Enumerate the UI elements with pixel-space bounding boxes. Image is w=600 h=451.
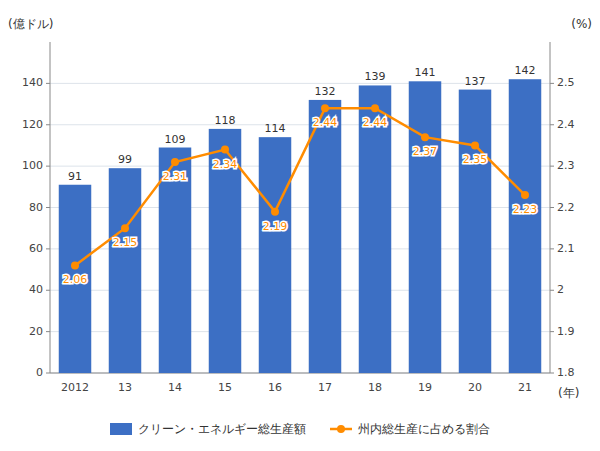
y2-tick <box>550 290 554 291</box>
y-tick-label: 120 <box>22 118 43 131</box>
bar <box>309 100 342 373</box>
x-tick-label: 18 <box>368 381 382 394</box>
x-axis-label: (年) <box>558 386 579 400</box>
line-label: 2.37 <box>413 145 438 158</box>
bar <box>209 129 242 373</box>
y-tick <box>46 331 50 332</box>
y2-tick-label: 2.5 <box>557 76 575 89</box>
grid <box>50 83 550 373</box>
y2-tick <box>550 331 554 332</box>
line-label: 2.19 <box>263 220 288 233</box>
plot-area <box>59 79 542 373</box>
y-tick <box>46 373 50 374</box>
legend-item: クリーン・エネルギー総生産額 <box>110 422 306 436</box>
y-tick-label: 20 <box>29 325 43 338</box>
line-point <box>171 158 179 166</box>
x-tick-label: 13 <box>118 381 132 394</box>
bar-label: 141 <box>415 66 436 79</box>
bar-label: 118 <box>215 114 236 127</box>
line-point <box>121 224 129 232</box>
bar-label: 99 <box>118 153 132 166</box>
legend-marker <box>337 425 345 433</box>
y-tick <box>46 207 50 208</box>
bar-label: 137 <box>465 75 486 88</box>
line-point <box>321 104 329 112</box>
line-label: 2.31 <box>163 170 188 183</box>
y2-tick-label: 1.8 <box>557 366 575 379</box>
line <box>75 108 525 265</box>
line-point <box>271 208 279 216</box>
y2-tick-label: 2.4 <box>557 118 575 131</box>
x-tick-label: 15 <box>218 381 232 394</box>
y2-tick <box>550 124 554 125</box>
x-tick-label: 19 <box>418 381 432 394</box>
y2-tick <box>550 83 554 84</box>
x-tick-label: 16 <box>268 381 282 394</box>
line-point <box>471 141 479 149</box>
y2-tick <box>550 166 554 167</box>
legend-swatch <box>110 423 132 435</box>
bar <box>459 90 492 373</box>
bar-label: 142 <box>515 64 536 77</box>
x-tick-label: 14 <box>168 381 182 394</box>
y-tick <box>46 290 50 291</box>
line-label: 2.06 <box>63 273 88 286</box>
y2-tick <box>550 207 554 208</box>
y-tick <box>46 83 50 84</box>
y2-axis-label: (%) <box>571 17 592 31</box>
bar <box>109 168 142 373</box>
y2-tick-label: 2.3 <box>557 159 575 172</box>
y-tick-label: 0 <box>36 366 43 379</box>
data-labels: 91 99 109 118 114 132 139 141 137 142 2.06 2.15 2.31… <box>63 64 538 286</box>
legend-item: 州内総生産に占める割合 <box>330 422 490 436</box>
line-label: 2.35 <box>463 153 488 166</box>
line-label: 2.44 <box>313 116 338 129</box>
legend: クリーン・エネルギー総生産額 州内総生産に占める割合 <box>110 422 490 436</box>
line-label: 2.44 <box>363 116 388 129</box>
legend-label: 州内総生産に占める割合 <box>358 422 490 436</box>
x-tick-label: 20 <box>468 381 482 394</box>
y-tick-label: 60 <box>29 242 43 255</box>
x-tick-label: 21 <box>518 381 532 394</box>
bar-label: 139 <box>365 70 386 83</box>
y-tick-label: 100 <box>22 159 43 172</box>
y-tick-label: 140 <box>22 76 43 89</box>
y2-tick-label: 2 <box>557 283 564 296</box>
bar-label: 91 <box>68 170 82 183</box>
y-tick <box>46 166 50 167</box>
bar <box>359 85 392 373</box>
line-point <box>421 133 429 141</box>
bar-label: 132 <box>315 85 336 98</box>
legend-label: クリーン・エネルギー総生産額 <box>138 422 306 436</box>
y-tick <box>46 248 50 249</box>
line-label: 2.23 <box>513 203 538 216</box>
bar <box>409 81 442 373</box>
y2-tick-label: 2.1 <box>557 242 575 255</box>
line-point <box>371 104 379 112</box>
line-label: 2.34 <box>213 158 238 171</box>
bar <box>159 148 192 373</box>
bar-label: 109 <box>165 133 186 146</box>
chart: 0 20 40 60 80 100 120 140 1.8 1.9 2 2.1 2.2 2.3 2.4 2.5… <box>0 0 600 451</box>
y-axis-label: (億ドル) <box>8 17 53 31</box>
line-point <box>521 191 529 199</box>
y-tick <box>46 124 50 125</box>
line-label: 2.15 <box>113 236 138 249</box>
bar-label: 114 <box>265 122 286 135</box>
y2-tick-label: 2.2 <box>557 201 575 214</box>
bar <box>259 137 292 373</box>
axes: 0 20 40 60 80 100 120 140 1.8 1.9 2 2.1 2.2 2.3 2.4 2.5… <box>22 42 575 394</box>
line-point <box>71 261 79 269</box>
y2-tick <box>550 373 554 374</box>
x-tick-label: 17 <box>318 381 332 394</box>
bar <box>59 185 92 373</box>
y2-tick-label: 1.9 <box>557 325 575 338</box>
y2-tick <box>550 248 554 249</box>
x-tick-label: 2012 <box>61 381 89 394</box>
line-point <box>221 146 229 154</box>
y-tick-label: 80 <box>29 201 43 214</box>
y-tick-label: 40 <box>29 283 43 296</box>
bar <box>509 79 542 373</box>
